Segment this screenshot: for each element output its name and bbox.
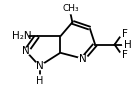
Text: N: N bbox=[22, 46, 30, 56]
Text: N: N bbox=[79, 54, 87, 64]
Text: F: F bbox=[122, 29, 128, 39]
Circle shape bbox=[15, 32, 28, 41]
Circle shape bbox=[36, 75, 44, 81]
Circle shape bbox=[119, 52, 127, 58]
Text: CH₃: CH₃ bbox=[62, 4, 79, 13]
Circle shape bbox=[65, 6, 76, 14]
Text: F: F bbox=[122, 50, 128, 60]
Text: N: N bbox=[36, 61, 43, 71]
Text: H: H bbox=[36, 76, 43, 86]
Text: H₂N: H₂N bbox=[12, 31, 31, 41]
Circle shape bbox=[34, 62, 45, 70]
Circle shape bbox=[21, 48, 31, 55]
Circle shape bbox=[78, 56, 88, 62]
Text: H: H bbox=[124, 40, 131, 50]
Circle shape bbox=[123, 42, 129, 47]
Circle shape bbox=[119, 31, 127, 37]
